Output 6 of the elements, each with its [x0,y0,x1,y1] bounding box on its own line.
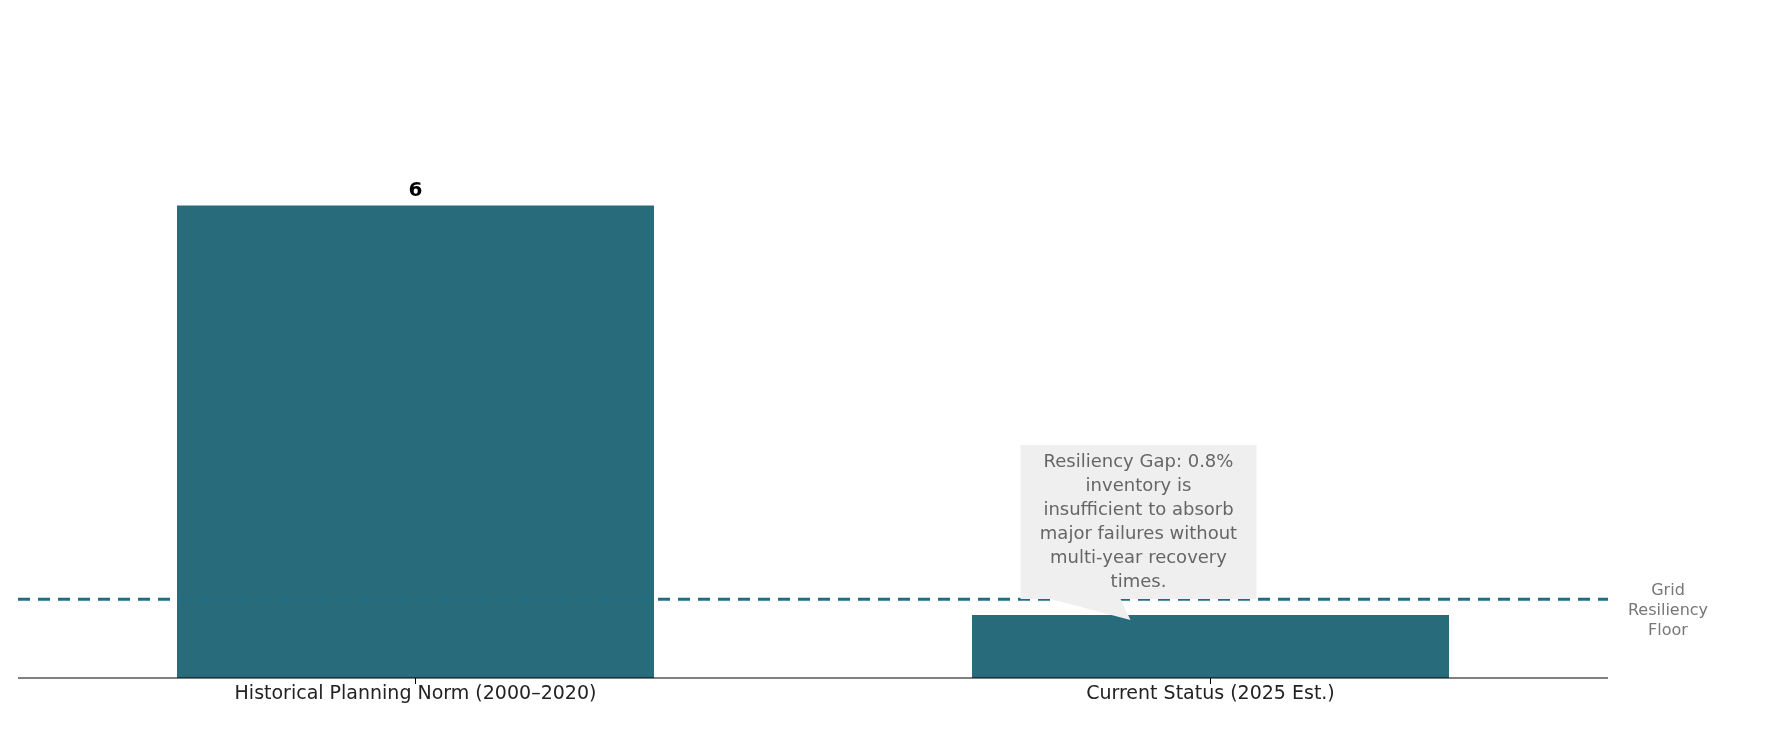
data-label: 6 [408,176,423,201]
callout: Resiliency Gap: 0.8% inventory is insufficient to absorb major failures without multi-year recovery times. [1020,445,1257,620]
x-tick-label: Historical Planning Norm (2000–2020) [234,681,597,704]
ref-line-label: Grid Resiliency Floor [1627,580,1709,640]
x-tick-label: Current Status (2025 Est.) [1086,681,1335,704]
annotation: Resiliency Gap: 0.8% inventory is insufficient to absorb major failures without multi-year recovery times. [1039,450,1238,591]
